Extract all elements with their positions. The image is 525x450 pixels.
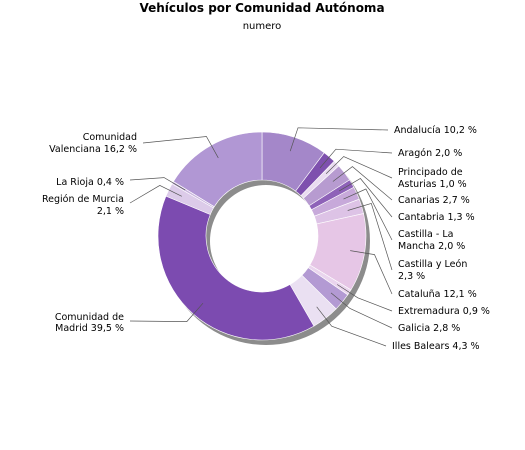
pie-slice bbox=[157, 195, 315, 341]
leader-line bbox=[142, 136, 219, 159]
slice-labels: Andalucía 10,2 % Aragón 2,0 % Principado d… bbox=[42, 125, 490, 352]
slice-label: Castilla y León 2,3 % bbox=[398, 259, 467, 282]
leader-line bbox=[339, 178, 393, 218]
slice-label: Galicia 2,8 % bbox=[398, 323, 460, 334]
leader-line bbox=[347, 202, 393, 271]
leader-line bbox=[343, 188, 393, 241]
slice-label: Cataluña 12,1 % bbox=[398, 289, 477, 300]
donut-slices bbox=[157, 131, 367, 341]
leader-line bbox=[129, 177, 186, 191]
leader-line bbox=[325, 156, 393, 179]
leader-line bbox=[350, 250, 393, 295]
slice-label: Comunidad Valenciana 16,2 % bbox=[49, 132, 137, 155]
leader-lines bbox=[129, 127, 393, 347]
leader-line bbox=[319, 148, 393, 169]
slice-label: Principado de Asturias 1,0 % bbox=[398, 167, 467, 190]
slice-label: La Rioja 0,4 % bbox=[56, 177, 124, 188]
leader-line bbox=[330, 292, 393, 329]
leader-line bbox=[129, 185, 182, 204]
slice-label: Canarias 2,7 % bbox=[398, 195, 470, 206]
leader-line bbox=[129, 302, 204, 322]
slice-label: Aragón 2,0 % bbox=[398, 148, 462, 159]
chart-subtitle: numero bbox=[243, 21, 282, 32]
leader-line bbox=[289, 127, 389, 152]
slice-label: Comunidad de Madrid 39,5 % bbox=[55, 312, 124, 334]
leader-line bbox=[337, 284, 393, 312]
pie-slice bbox=[172, 131, 263, 208]
slice-label: Andalucía 10,2 % bbox=[394, 125, 477, 136]
leader-line bbox=[332, 166, 393, 201]
slice-label: Cantabria 1,3 % bbox=[398, 212, 475, 223]
leader-line bbox=[316, 306, 387, 347]
chart-title: Vehículos por Comunidad Autónoma bbox=[139, 1, 384, 15]
slice-label: Illes Balears 4,3 % bbox=[392, 341, 480, 352]
slice-label: Región de Murcia 2,1 % bbox=[42, 194, 124, 217]
slice-label: Castilla - La Mancha 2,0 % bbox=[398, 229, 465, 252]
slice-label: Extremadura 0,9 % bbox=[398, 306, 490, 317]
